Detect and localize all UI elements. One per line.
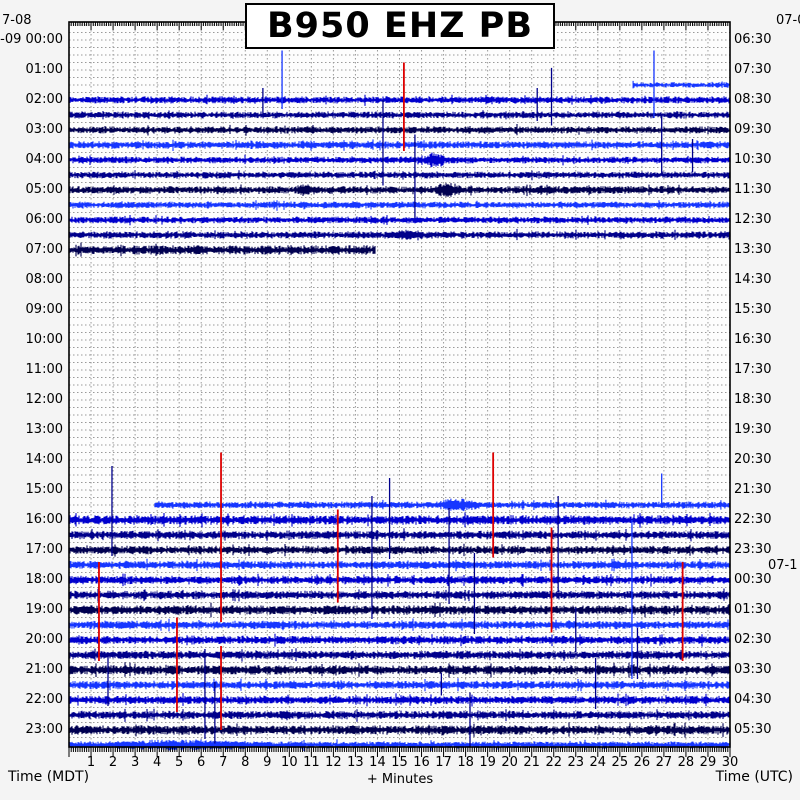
minute-tick-label: 1 bbox=[86, 755, 96, 770]
left-time-label: 04:00 bbox=[25, 152, 63, 167]
minute-tick-label: 16 bbox=[413, 755, 430, 770]
left-time-label: 23:00 bbox=[25, 722, 63, 737]
minute-tick-label: 9 bbox=[263, 755, 272, 770]
left-time-label: 07:00 bbox=[25, 242, 63, 257]
right-time-label: 07:30 bbox=[734, 62, 772, 77]
right-time-label: 18:30 bbox=[734, 392, 772, 407]
date-label-top-right: 07-0 bbox=[776, 13, 800, 28]
minute-tick-label: 13 bbox=[347, 755, 364, 770]
left-time-label: 02:00 bbox=[25, 92, 63, 107]
right-time-label: 08:30 bbox=[734, 92, 772, 107]
minute-tick-label: 4 bbox=[152, 755, 162, 770]
minute-tick-label: 15 bbox=[391, 755, 408, 770]
minute-tick-label: 2 bbox=[108, 755, 118, 770]
minute-tick-label: 19 bbox=[479, 755, 496, 770]
minute-tick-label: 23 bbox=[567, 755, 585, 770]
minute-tick-label: 25 bbox=[611, 755, 629, 770]
left-time-label: 17:00 bbox=[25, 542, 63, 557]
right-time-label: 03:30 bbox=[734, 662, 772, 677]
left-time-label: 10:00 bbox=[25, 332, 63, 347]
left-time-label: 11:00 bbox=[25, 362, 63, 377]
minute-tick-label: 26 bbox=[633, 755, 651, 770]
right-time-label: 14:30 bbox=[734, 272, 772, 287]
right-time-axis: 06:30 07:30 08:30 09:30 10:30 11:30 12:30 13:30… bbox=[734, 0, 800, 800]
station-title: B950 EHZ PB bbox=[266, 6, 533, 46]
right-time-label: 10:30 bbox=[734, 152, 772, 167]
left-time-label: 22:00 bbox=[25, 692, 63, 707]
seismic-traces bbox=[68, 80, 731, 751]
right-time-label: 05:30 bbox=[734, 722, 772, 737]
time-utc-caption: Time (UTC) bbox=[715, 769, 793, 785]
minute-tick-label: 5 bbox=[175, 755, 184, 770]
right-time-label: 00:30 bbox=[734, 572, 772, 587]
minute-tick-label: 7 bbox=[219, 755, 228, 770]
minute-tick-label: 22 bbox=[545, 755, 562, 770]
right-time-label: 15:30 bbox=[734, 302, 772, 317]
right-time-label: 16:30 bbox=[734, 332, 772, 347]
right-time-label: 11:30 bbox=[734, 182, 772, 197]
station-title-box: B950 EHZ PB bbox=[245, 3, 555, 49]
left-time-label: 12:00 bbox=[25, 392, 63, 407]
minute-tick-label: 28 bbox=[677, 755, 695, 770]
left-time-label: 15:00 bbox=[25, 482, 63, 497]
minute-tick-label: 21 bbox=[523, 755, 540, 770]
right-time-label: 01:30 bbox=[734, 602, 772, 617]
right-time-label: 21:30 bbox=[734, 482, 772, 497]
minute-tick-label: 10 bbox=[281, 755, 298, 770]
plus-minutes-caption: + Minutes bbox=[366, 772, 434, 787]
right-time-label: 06:30 bbox=[734, 32, 772, 47]
left-time-label: 13:00 bbox=[25, 422, 63, 437]
date-label-mid-right: 07-1 bbox=[768, 558, 798, 573]
minute-tick-label: 6 bbox=[197, 755, 206, 770]
left-time-label: 08:00 bbox=[25, 272, 63, 287]
right-time-label: 04:30 bbox=[734, 692, 772, 707]
left-time-label: 16:00 bbox=[25, 512, 63, 527]
minute-tick-label: 11 bbox=[303, 755, 320, 770]
left-time-label: 03:00 bbox=[25, 122, 63, 137]
left-time-label: 21:00 bbox=[25, 662, 63, 677]
minute-tick-label: 12 bbox=[325, 755, 342, 770]
right-time-label: 17:30 bbox=[734, 362, 772, 377]
minute-tick-label: 17 bbox=[435, 755, 452, 770]
left-time-axis: 07-09 00:00 01:00 02:00 03:00 04:00 05:00 06:0… bbox=[0, 0, 63, 800]
left-time-label: 09:00 bbox=[25, 302, 63, 317]
minute-tick-label: 18 bbox=[457, 755, 474, 770]
right-time-label: 12:30 bbox=[734, 212, 772, 227]
minute-tick-label: 27 bbox=[655, 755, 673, 770]
event-spikes bbox=[98, 50, 694, 747]
left-time-label: 01:00 bbox=[25, 62, 63, 77]
left-time-label: 06:00 bbox=[25, 212, 63, 227]
minute-tick-label: 29 bbox=[699, 755, 717, 770]
right-time-label: 20:30 bbox=[734, 452, 772, 467]
minute-tick-label: 30 bbox=[721, 755, 739, 770]
minute-tick-label: 3 bbox=[130, 755, 140, 770]
time-mdt-caption: Time (MDT) bbox=[8, 769, 90, 785]
trace-line-1530 bbox=[154, 498, 731, 512]
left-time-label: 20:00 bbox=[25, 632, 63, 647]
right-time-label: 22:30 bbox=[734, 512, 772, 527]
minute-tick-label: 24 bbox=[589, 755, 607, 770]
right-time-label: 02:30 bbox=[734, 632, 772, 647]
minute-tick-label: 8 bbox=[241, 755, 250, 770]
left-time-label: 05:00 bbox=[25, 182, 63, 197]
left-time-label: 19:00 bbox=[25, 602, 63, 617]
right-time-label: 09:30 bbox=[734, 122, 772, 137]
left-time-label: 07-09 00:00 bbox=[0, 32, 63, 47]
date-label-top-left: 7-08 bbox=[2, 13, 32, 28]
minute-tick-label: 14 bbox=[369, 755, 386, 770]
minute-tick-label: 20 bbox=[501, 755, 518, 770]
right-time-label: 13:30 bbox=[734, 242, 772, 257]
right-time-label: 19:30 bbox=[734, 422, 772, 437]
left-time-label: 14:00 bbox=[25, 452, 63, 467]
right-time-label: 23:30 bbox=[734, 542, 772, 557]
left-time-label: 18:00 bbox=[25, 572, 63, 587]
